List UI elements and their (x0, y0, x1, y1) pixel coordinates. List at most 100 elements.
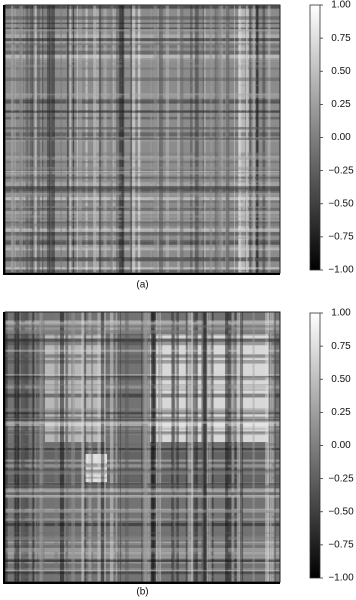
texture (116, 5, 119, 273)
texture (103, 5, 107, 273)
texture (185, 312, 188, 582)
texture (81, 312, 85, 582)
texture (5, 5, 280, 10)
texture (5, 58, 280, 61)
texture (231, 312, 235, 582)
texture (159, 312, 163, 582)
texture (5, 327, 280, 329)
colorbar (309, 312, 321, 579)
texture (5, 189, 280, 194)
texture (192, 312, 197, 582)
texture (5, 485, 280, 489)
texture (5, 463, 280, 467)
texture (5, 329, 280, 332)
texture (48, 5, 52, 273)
texture (5, 41, 280, 45)
texture (110, 5, 114, 273)
texture (44, 5, 48, 273)
texture (5, 416, 280, 419)
texture (233, 5, 236, 273)
texture (32, 312, 36, 582)
texture (194, 5, 199, 273)
texture (5, 557, 280, 559)
texture (5, 493, 280, 497)
texture (5, 554, 280, 559)
texture (147, 312, 150, 582)
texture (225, 5, 230, 273)
texture (189, 5, 193, 273)
texture (228, 312, 231, 582)
texture (5, 329, 280, 333)
texture (5, 29, 280, 32)
texture (16, 312, 18, 582)
texture (5, 230, 280, 232)
texture (5, 54, 280, 59)
texture (156, 5, 161, 273)
texture (5, 536, 280, 539)
texture (5, 326, 280, 331)
texture (5, 187, 280, 192)
texture (258, 5, 260, 273)
texture (144, 312, 148, 582)
texture (119, 312, 123, 582)
texture (5, 110, 280, 113)
texture (109, 312, 114, 582)
texture (5, 492, 280, 496)
texture (5, 5, 280, 9)
texture (5, 154, 280, 157)
texture (32, 312, 34, 582)
texture (5, 220, 280, 222)
texture (201, 312, 205, 582)
texture (171, 312, 175, 582)
texture (5, 152, 280, 156)
texture (21, 312, 25, 582)
texture (210, 5, 213, 273)
texture (5, 569, 280, 572)
texture (51, 5, 55, 273)
texture (5, 239, 280, 242)
heatmap-background (5, 5, 280, 273)
texture (5, 190, 280, 195)
texture (5, 536, 280, 541)
texture (11, 5, 13, 273)
texture (70, 5, 72, 273)
texture (5, 459, 280, 462)
texture (191, 312, 194, 582)
texture (214, 5, 218, 273)
texture (198, 5, 202, 273)
texture (137, 5, 142, 273)
texture (252, 312, 255, 582)
colorbar-tick-label: 0.50 (331, 66, 351, 77)
texture (204, 312, 209, 582)
texture (5, 322, 280, 324)
texture (5, 16, 280, 20)
texture (65, 5, 68, 273)
texture (5, 6, 280, 9)
texture (172, 312, 176, 582)
texture (5, 197, 280, 200)
texture (5, 491, 280, 496)
texture (5, 126, 280, 130)
texture (188, 312, 192, 582)
texture (5, 27, 280, 29)
texture (5, 547, 280, 552)
texture (153, 312, 157, 582)
texture (5, 570, 280, 574)
texture (5, 516, 280, 518)
texture (202, 5, 205, 273)
texture (5, 320, 280, 324)
texture (159, 5, 163, 273)
texture (71, 312, 75, 582)
texture (5, 45, 280, 48)
texture (50, 5, 53, 273)
texture (5, 417, 280, 420)
texture (5, 236, 280, 240)
texture (5, 192, 280, 197)
texture (5, 333, 280, 336)
texture (5, 176, 280, 179)
texture (5, 544, 280, 546)
texture (132, 5, 136, 273)
texture (5, 180, 280, 183)
texture (5, 338, 280, 342)
texture (208, 312, 213, 582)
